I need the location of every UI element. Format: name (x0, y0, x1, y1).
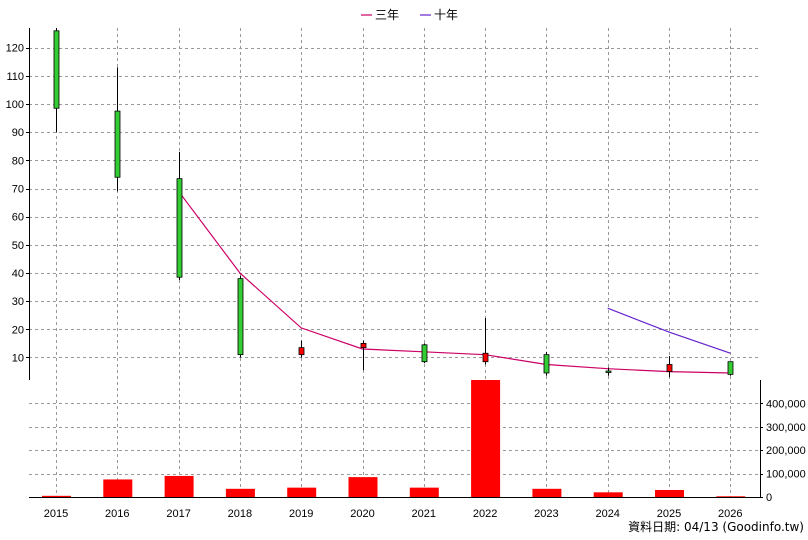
price-tick-label: 110 (6, 71, 24, 83)
candle-body (543, 354, 550, 374)
moving-average-lines (178, 190, 731, 374)
legend-label-1: 十年 (434, 8, 458, 22)
x-tick-label: 2024 (595, 508, 619, 520)
volume-bar-2018 (225, 488, 255, 497)
candle-2022 (482, 318, 489, 365)
volume-bar-2023 (532, 488, 562, 497)
candle-body (482, 352, 489, 363)
price-tick-label: 60 (12, 212, 24, 224)
grid (29, 28, 760, 497)
data-date-footer: 資料日期: 04/13 (Goodinfo.tw) (628, 520, 804, 534)
candle-2019 (298, 340, 305, 358)
tick-labels: 10 20 30 40 50 60 70 80 90 100 110 120 0 100,000 200,0… (6, 43, 806, 520)
volume-bar-2016 (103, 479, 133, 497)
x-tick-label: 2020 (350, 508, 374, 520)
candle-2017 (176, 151, 183, 281)
x-tick-label: 2019 (289, 508, 313, 520)
series-line-0 (178, 190, 731, 374)
x-tick-label: 2022 (473, 508, 497, 520)
volume-tick-label: 200,000 (766, 445, 806, 457)
candle-2025 (666, 356, 673, 378)
candle-2016 (114, 67, 121, 192)
volume-bar-2022 (471, 380, 501, 497)
volume-bar-2019 (287, 487, 317, 497)
candle-body (237, 278, 244, 356)
candle-body (360, 342, 367, 349)
candle-2015 (53, 28, 60, 133)
volume-bars (42, 380, 746, 497)
volume-bar-2015 (42, 495, 71, 497)
candle-body (666, 364, 673, 372)
legend: 三年 十年 (361, 8, 458, 22)
volume-tick-label: 400,000 (766, 398, 806, 410)
candle-body (298, 347, 305, 356)
volume-bar-2024 (593, 492, 623, 497)
volume-bar-2020 (348, 477, 378, 497)
price-tick-label: 80 (12, 155, 24, 167)
candle-body (114, 110, 121, 178)
price-tick-label: 50 (12, 240, 24, 252)
volume-bar-2017 (164, 475, 194, 497)
candle-2020 (360, 340, 367, 371)
price-tick-label: 90 (12, 127, 24, 139)
legend-label-0: 三年 (375, 8, 399, 22)
x-tick-label: 2018 (228, 508, 252, 520)
volume-tick-label: 100,000 (766, 469, 806, 481)
candles (53, 28, 734, 378)
price-tick-label: 70 (12, 184, 24, 196)
x-tick-label: 2017 (166, 508, 190, 520)
candle-body (421, 344, 428, 363)
price-tick-label: 120 (6, 43, 24, 55)
series-line-1 (607, 307, 731, 354)
volume-bar-2025 (655, 489, 684, 497)
axes (26, 28, 763, 498)
candle-2023 (543, 351, 550, 376)
volume-tick-label: 300,000 (766, 422, 806, 434)
candle-body (605, 370, 612, 373)
x-tick-label: 2015 (44, 508, 68, 520)
price-tick-label: 40 (12, 268, 24, 280)
price-tick-label: 30 (12, 296, 24, 308)
volume-tick-label: 0 (766, 492, 772, 504)
candle-body (176, 178, 183, 278)
x-tick-label: 2016 (105, 508, 129, 520)
volume-bar-2026 (716, 496, 746, 497)
volume-bar-2021 (409, 487, 439, 497)
x-tick-label: 2026 (718, 508, 742, 520)
candle-2021 (421, 343, 428, 364)
x-tick-label: 2021 (412, 508, 436, 520)
candle-2018 (237, 275, 244, 358)
x-tick-label: 2023 (534, 508, 558, 520)
price-tick-label: 10 (12, 352, 24, 364)
candle-2024 (605, 367, 612, 376)
candle-body (53, 30, 60, 109)
x-tick-label: 2025 (657, 508, 681, 520)
candle-2026 (727, 361, 734, 376)
price-tick-label: 100 (6, 99, 24, 111)
candle-body (727, 361, 734, 375)
price-tick-label: 20 (12, 324, 24, 336)
